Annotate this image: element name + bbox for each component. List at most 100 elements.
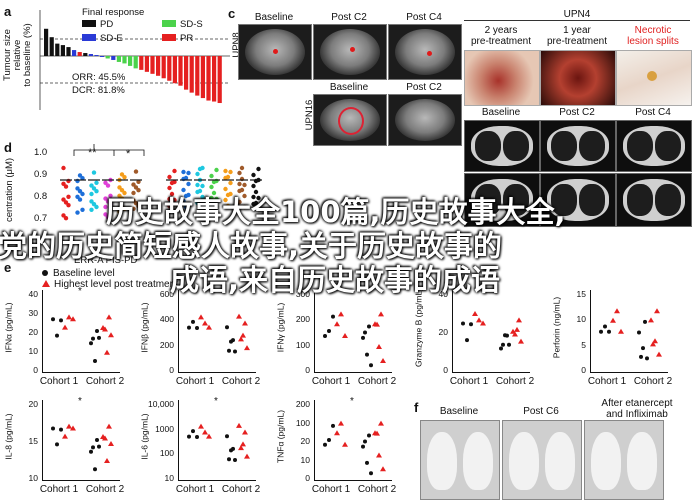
cytokine-plot-ytick: 200 <box>159 339 174 350</box>
cytokine-plot-ytick: 0 <box>305 365 310 375</box>
cytokine-plot-ytick: 5 <box>581 339 586 350</box>
c-title-baseline-2: Baseline <box>329 82 369 93</box>
concentration-point <box>169 202 175 208</box>
baseline-point <box>643 319 647 324</box>
baseline-point <box>331 423 335 428</box>
baseline-point <box>639 354 643 359</box>
panel-d-ytick-4: 0.7 <box>34 213 48 224</box>
cytokine-plot: Granzyme B (pg/mL) 40 20 0 Cohort 1 Cohort 2 <box>414 286 535 392</box>
concentration-point <box>211 201 217 207</box>
post-treatment-point <box>376 452 382 458</box>
waterfall-bar <box>172 56 177 84</box>
cytokine-plot-points <box>51 314 114 364</box>
cytokine-plot-points <box>461 310 524 351</box>
baseline-point <box>59 318 63 323</box>
baseline-point <box>231 446 235 451</box>
post-treatment-point <box>512 331 518 337</box>
cohort-1-label: Cohort 1 <box>587 376 627 387</box>
panel-a-legend-title: Final response <box>82 7 145 18</box>
concentration-point <box>242 204 247 210</box>
post-treatment-point <box>66 423 72 429</box>
concentration-point <box>66 194 71 199</box>
concentration-point <box>61 213 66 218</box>
post-treatment-point <box>374 321 380 327</box>
waterfall-bar <box>156 56 161 76</box>
concentration-point <box>195 182 200 188</box>
baseline-point <box>191 429 195 434</box>
concentration-point <box>103 196 108 201</box>
baseline-point <box>331 314 335 319</box>
baseline-point <box>645 356 649 361</box>
waterfall-bar <box>49 37 54 56</box>
post-treatment-point <box>108 441 114 447</box>
concentration-point <box>214 167 219 173</box>
concentration-point <box>103 204 108 210</box>
post-treatment-point <box>198 423 204 429</box>
cytokine-plot-ytick: 20 <box>438 327 448 337</box>
mri-upn8-postc2 <box>313 24 387 80</box>
concentration-point <box>214 196 219 202</box>
cytokine-plot: IL-8 (pg/mL) 20 15 10 Cohort 1 Cohort 2 * <box>4 396 125 500</box>
concentration-point <box>223 197 228 203</box>
cohort-1-label: Cohort 1 <box>39 484 79 495</box>
baseline-point <box>367 433 371 438</box>
panel-d-letter: d <box>4 140 12 155</box>
skin-photo-1y <box>540 50 616 106</box>
cytokine-plot-ytick: 100 <box>295 417 310 428</box>
concentration-point <box>75 194 80 199</box>
concentration-point <box>186 192 191 198</box>
post-treatment-point <box>618 328 624 334</box>
post-treatment-point <box>206 433 212 439</box>
cytokine-plot-ytick: 400 <box>159 314 174 325</box>
waterfall-bar <box>122 56 127 64</box>
baseline-point <box>641 346 645 351</box>
cytokine-plot: IFNα (pg/mL) 40 30 20 10 0 Cohort 1 Cohort 2 * <box>4 286 125 392</box>
cytokine-plot-ytick: 20 <box>28 399 38 409</box>
post-treatment-point <box>102 435 108 441</box>
baseline-point <box>505 333 509 338</box>
concentration-point <box>223 168 228 174</box>
concentration-point <box>77 173 83 178</box>
panel-a-letter: a <box>4 4 12 19</box>
baseline-point <box>59 427 63 432</box>
concentration-point <box>256 166 261 172</box>
baseline-point <box>227 457 231 462</box>
cytokine-plot-ytick: 100 <box>159 448 174 459</box>
cytokine-plot-points <box>187 313 250 354</box>
cytokine-plot-ytick: 10 <box>300 454 310 465</box>
cytokine-plot-xaxis <box>42 372 120 373</box>
waterfall-bar <box>184 56 189 90</box>
baseline-point <box>323 333 327 338</box>
cohort-1-label: Cohort 1 <box>311 484 351 495</box>
concentration-point <box>131 182 136 187</box>
panel-d-ylabel: centration (μM) <box>4 157 15 223</box>
cohort-2-label: Cohort 2 <box>221 376 261 387</box>
concentration-point <box>103 212 108 217</box>
cytokine-plot-xaxis <box>314 480 392 481</box>
cytokine-plot-points <box>599 308 662 361</box>
cytokine-plot-ytick: 20 <box>300 436 310 446</box>
baseline-point <box>363 439 367 444</box>
concentration-point <box>239 165 245 171</box>
cytokine-plot-axis <box>314 290 315 372</box>
baseline-point <box>93 467 97 472</box>
concentration-point <box>223 186 228 192</box>
concentration-point <box>77 197 83 202</box>
concentration-point <box>105 183 111 188</box>
waterfall-bar <box>133 56 138 69</box>
post-treatment-point <box>338 311 344 317</box>
concentration-point <box>237 199 242 205</box>
concentration-point <box>117 193 122 198</box>
concentration-point <box>167 196 172 202</box>
concentration-point <box>186 181 191 187</box>
panel-d-ytick-3: 0.8 <box>34 191 48 202</box>
baseline-point <box>89 449 93 454</box>
cytokine-plot: Perforin (ng/mL) 15 10 5 0 Cohort 1 Cohort 2 <box>552 286 673 392</box>
legend-item-sds: SD-S <box>162 20 203 30</box>
waterfall-bar <box>206 56 211 101</box>
concentration-point <box>77 189 83 194</box>
upn4-ct-title-1: Baseline <box>481 107 521 118</box>
post-treatment-point <box>518 338 524 344</box>
concentration-point <box>167 174 172 180</box>
post-treatment-point <box>238 445 244 451</box>
